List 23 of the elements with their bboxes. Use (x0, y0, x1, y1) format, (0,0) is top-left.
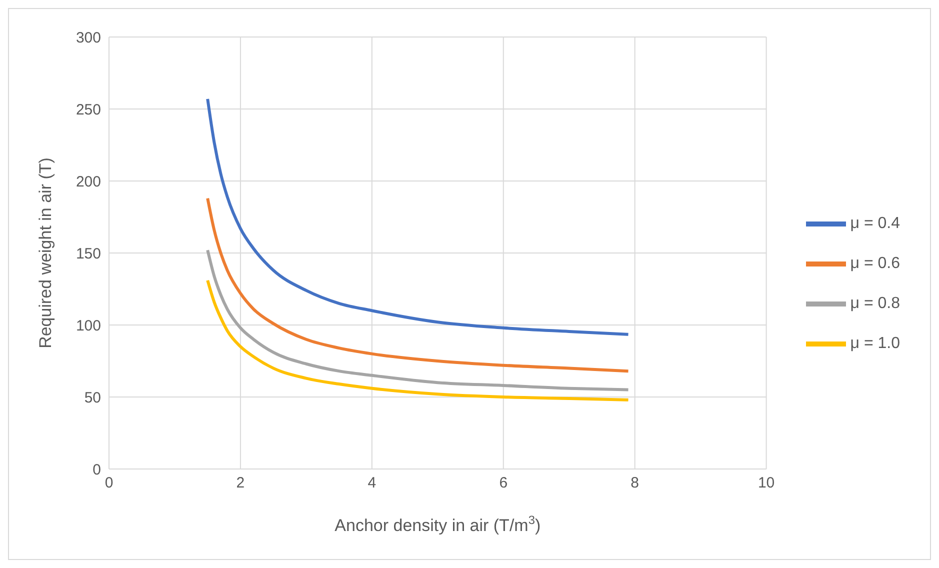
y-tick-label: 200 (76, 173, 101, 190)
x-tick-label: 8 (630, 474, 640, 492)
x-tick-label: 4 (368, 474, 376, 492)
y-tick-label: 50 (84, 389, 101, 406)
y-tick-label: 100 (76, 317, 101, 334)
y-tick-label: 0 (92, 461, 101, 478)
line-series (206, 248, 630, 392)
legend-label: μ = 1.0 (850, 335, 900, 352)
y-axis-title: Required weight in air (T) (36, 158, 55, 348)
legend-label: μ = 0.8 (850, 295, 900, 312)
line-series (206, 196, 630, 373)
line-series (206, 278, 630, 402)
line-series (206, 97, 630, 336)
x-tick-label: 0 (104, 474, 114, 492)
y-tick-label: 300 (76, 29, 101, 46)
x-tick-label: 6 (499, 474, 508, 492)
y-tick-label: 150 (76, 245, 101, 262)
x-tick-label: 2 (236, 474, 245, 492)
x-axis-title: Anchor density in air (T/m$^{3}$) (334, 513, 541, 535)
legend-label: μ = 0.4 (850, 215, 900, 232)
y-tick-label: 250 (76, 101, 101, 118)
x-tick-label: 10 (758, 474, 775, 492)
legend-label: μ = 0.6 (850, 255, 900, 272)
